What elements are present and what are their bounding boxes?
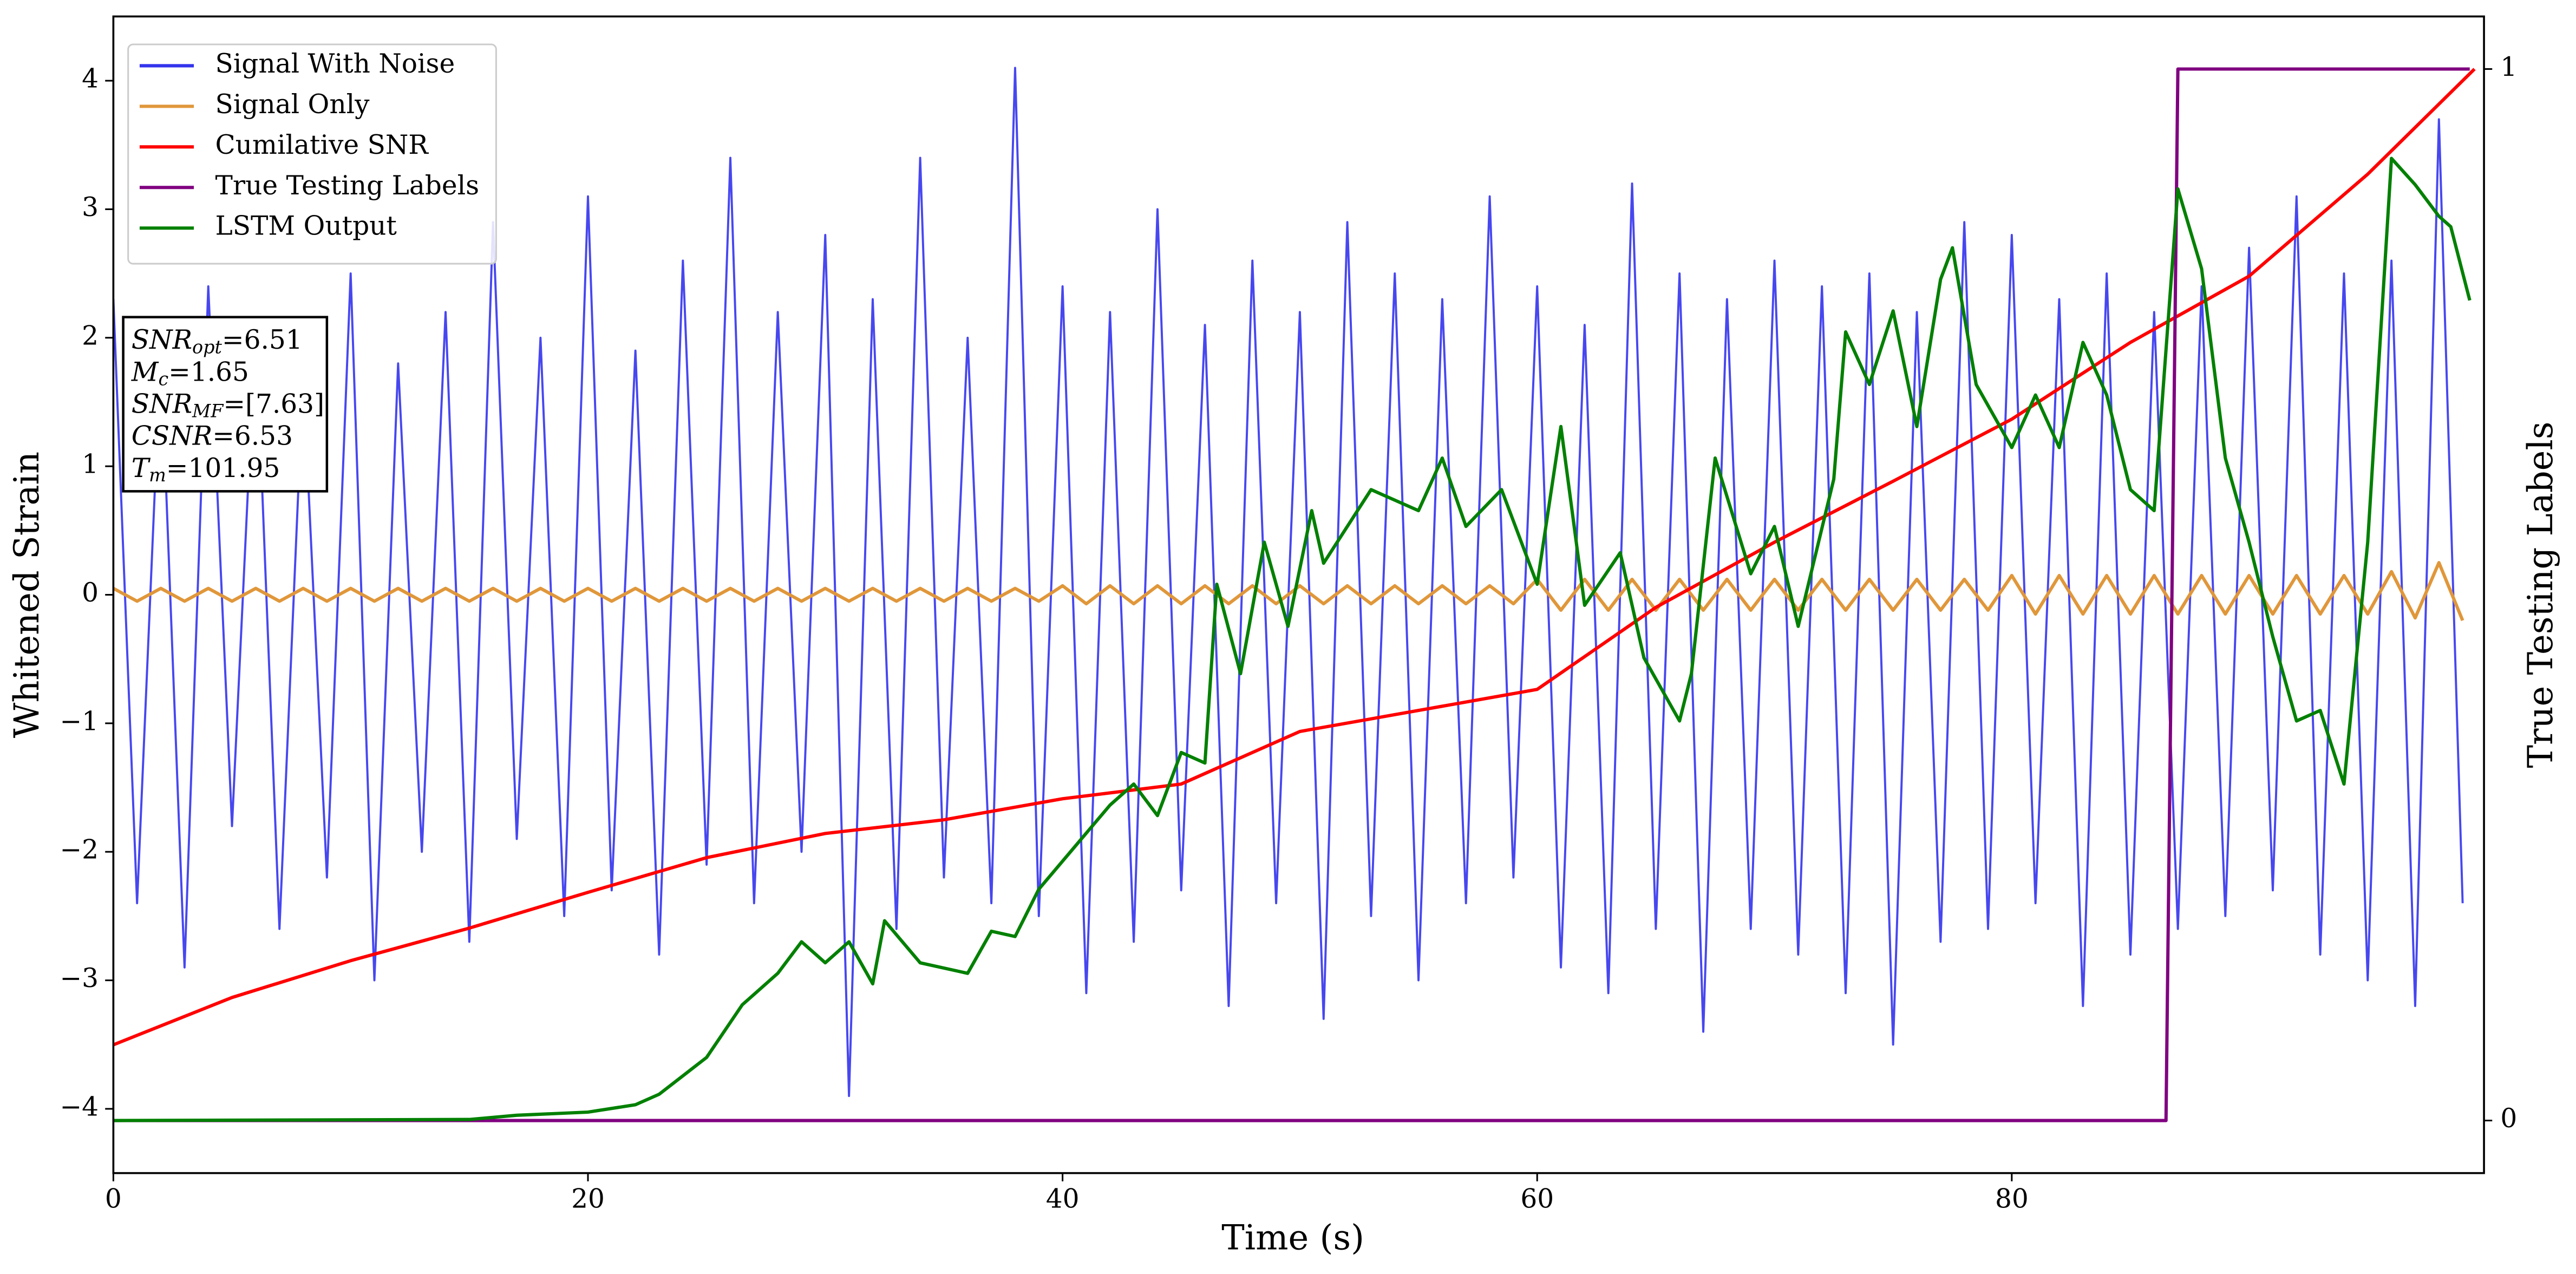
x-axis-label: Time (s) <box>1221 1218 1364 1258</box>
y-tick-label: 3 <box>82 192 99 223</box>
annotation-symbol: CSNR <box>132 421 212 451</box>
y-tick-label: 4 <box>82 64 99 94</box>
x-tick-label: 40 <box>1046 1184 1080 1214</box>
annotation-text: =[7.63] <box>223 389 324 419</box>
annotation-text: =6.53 <box>212 421 293 451</box>
y-tick-label: −4 <box>60 1092 99 1122</box>
annotation-subscript: m <box>149 465 166 486</box>
annotation-subscript: MF <box>192 401 224 422</box>
annotation-symbol: SNR <box>132 325 192 355</box>
annotation: SNRopt=6.51 <box>132 325 303 358</box>
y-tick-label: 2 <box>82 321 99 351</box>
annotation: Mc=1.65 <box>131 357 249 390</box>
series-line <box>113 68 2476 1047</box>
y2-tick-label: 0 <box>2500 1103 2517 1134</box>
annotation-symbol: SNR <box>132 389 192 419</box>
annotation-text: =1.65 <box>168 357 249 387</box>
legend-label: Signal With Noise <box>215 49 455 79</box>
series-line <box>113 156 2472 1122</box>
y-tick-label: −3 <box>60 963 99 994</box>
legend-label: LSTM Output <box>215 211 397 241</box>
annotation-symbol: T <box>132 453 151 483</box>
legend-label: Cumilative SNR <box>215 130 429 160</box>
x-tick-label: 80 <box>1995 1184 2029 1214</box>
x-tick-label: 0 <box>105 1184 122 1214</box>
annotation-text: =6.51 <box>222 325 303 355</box>
y-tick-label: −1 <box>60 706 99 736</box>
annotation-subscript: c <box>158 369 168 390</box>
annotation: CSNR=6.53 <box>132 421 293 451</box>
y2-tick-label: 1 <box>2500 52 2517 82</box>
y-axis-label: Whitened Strain <box>7 452 47 738</box>
y-tick-label: −2 <box>60 835 99 865</box>
x-tick-label: 60 <box>1520 1184 1554 1214</box>
y-tick-label: 1 <box>82 449 99 480</box>
y-tick-label: 0 <box>82 578 99 608</box>
series-line <box>113 561 2464 622</box>
x-tick-label: 20 <box>571 1184 605 1214</box>
annotation-text: =101.95 <box>166 453 280 483</box>
legend-label: Signal Only <box>215 89 370 120</box>
annotation-box <box>122 316 329 493</box>
annotation: Tm=101.95 <box>132 453 280 486</box>
legend-label: True Testing Labels <box>215 171 480 201</box>
legend-box <box>127 43 497 265</box>
y2-axis-label: True Testing Labels <box>2521 422 2561 768</box>
annotation: SNRMF=[7.63] <box>132 389 324 422</box>
annotation-symbol: M <box>131 357 159 387</box>
series-line <box>113 67 2470 1122</box>
series-line <box>113 67 2464 1097</box>
plot-area <box>113 67 2476 1122</box>
annotation-subscript: opt <box>192 336 222 357</box>
